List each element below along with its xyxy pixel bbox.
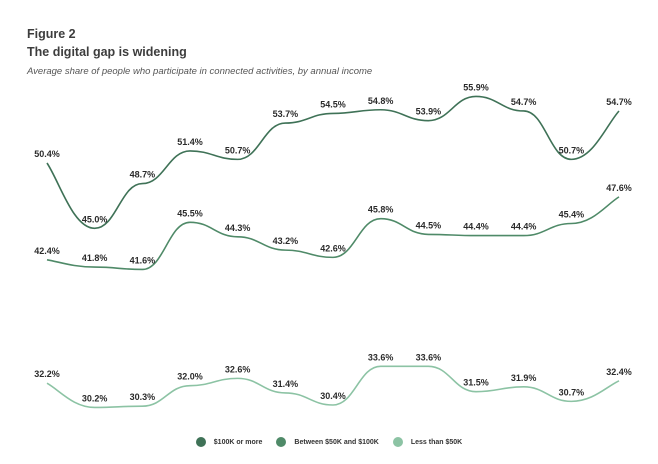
data-label-under-50k: 31.5% [463,378,489,388]
data-label-under-50k: 32.0% [177,372,203,382]
data-label-under-50k: 33.6% [368,352,394,362]
series-line-50k-100k [46,196,620,271]
data-label-100k-plus: 54.7% [606,97,632,107]
series-line-100k-plus [46,95,620,230]
legend-label: Less than $50K [410,438,463,446]
data-label-under-50k: 30.7% [559,387,585,397]
data-label-50k-100k: 45.8% [368,205,394,215]
data-label-100k-plus: 54.5% [320,99,346,109]
data-label-100k-plus: 54.8% [368,96,394,106]
data-label-100k-plus: 45.0% [82,214,108,224]
data-label-50k-100k: 41.6% [130,255,156,265]
data-label-50k-100k: 42.6% [320,243,346,253]
data-label-50k-100k: 42.4% [34,246,60,256]
data-label-50k-100k: 44.4% [463,222,489,232]
chart-title: The digital gap is widening [27,45,187,59]
data-label-100k-plus: 53.7% [273,109,299,119]
data-label-under-50k: 30.4% [320,391,346,401]
legend-swatch-under-50k [392,437,403,447]
data-label-100k-plus: 50.7% [225,145,251,155]
legend-swatch-50k-100k [276,437,287,447]
legend-item-under-50k: Less than $50K [392,437,463,447]
chart-subtitle: Average share of people who participate … [27,66,373,77]
data-label-100k-plus: 48.7% [130,170,156,180]
data-label-50k-100k: 44.3% [225,223,251,233]
data-label-100k-plus: 53.9% [416,107,442,117]
data-label-under-50k: 32.2% [34,369,60,379]
data-label-100k-plus: 54.7% [511,97,537,107]
data-label-100k-plus: 50.4% [34,149,60,159]
data-label-50k-100k: 44.4% [511,222,537,232]
data-label-50k-100k: 47.6% [606,183,632,193]
legend-label: Between $50K and $100K [294,438,379,446]
data-label-under-50k: 30.2% [82,393,108,403]
data-label-under-50k: 33.6% [416,352,442,362]
legend-item-50k-100k: Between $50K and $100K [276,437,379,447]
legend-label: $100K or more [213,438,263,446]
data-label-50k-100k: 44.5% [416,220,442,230]
data-label-100k-plus: 51.4% [177,137,203,147]
data-label-100k-plus: 55.9% [463,82,489,92]
data-label-under-50k: 31.9% [511,373,537,383]
data-label-under-50k: 32.4% [606,367,632,377]
series-line-under-50k [46,365,620,409]
legend: $100K or more Between $50K and $100K Les… [0,437,658,447]
data-label-under-50k: 32.6% [225,364,251,374]
legend-swatch-100k-plus [195,437,206,447]
data-label-50k-100k: 45.4% [559,210,585,220]
data-label-50k-100k: 43.2% [273,236,299,246]
data-label-under-50k: 30.3% [130,392,156,402]
figure-label: Figure 2 [27,27,76,41]
data-label-50k-100k: 41.8% [82,253,108,263]
data-label-under-50k: 31.4% [273,379,299,389]
legend-item-100k-plus: $100K or more [195,437,263,447]
data-label-50k-100k: 45.5% [177,208,203,218]
data-label-100k-plus: 50.7% [559,145,585,155]
